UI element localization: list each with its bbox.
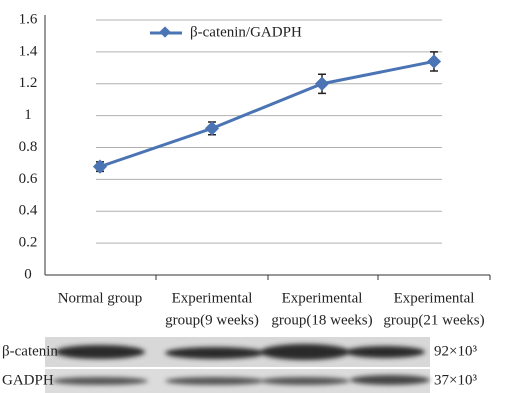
x-tick-label: group(21 weeks) bbox=[383, 312, 484, 328]
y-tick-label: 0.8 bbox=[19, 139, 38, 155]
y-tick-label: 1.4 bbox=[19, 43, 38, 59]
blot-label: GADPH bbox=[2, 372, 54, 388]
x-tick-label: Normal group bbox=[58, 290, 143, 306]
point bbox=[315, 77, 329, 91]
line bbox=[100, 61, 434, 166]
x-tick-label: Experimental bbox=[394, 290, 475, 306]
x-tick-label: group(18 weeks) bbox=[271, 312, 372, 328]
chart: β-catenin GADPH 92×10³ 37×10³ 0 0.2 0.4 0.6… bbox=[0, 0, 509, 393]
blot-size: 92×10³ bbox=[434, 343, 477, 359]
legend-label: β-catenin/GADPH bbox=[190, 24, 302, 40]
y-tick-label: 1.6 bbox=[19, 11, 38, 27]
point bbox=[93, 160, 107, 174]
blot-image bbox=[45, 337, 430, 393]
blot-label: β-catenin bbox=[2, 343, 58, 359]
point bbox=[427, 54, 441, 68]
x-tick-label: Experimental bbox=[172, 290, 253, 306]
x-tick-label: Experimental bbox=[282, 290, 363, 306]
y-tick-label: 0.4 bbox=[19, 203, 38, 219]
x-tick-label: group(9 weeks) bbox=[165, 312, 259, 328]
y-tick-label: 0 bbox=[24, 266, 32, 282]
blot-size: 37×10³ bbox=[434, 372, 477, 388]
point bbox=[205, 121, 219, 135]
y-tick-label: 0.2 bbox=[19, 235, 38, 251]
y-tick-label: 0.6 bbox=[19, 171, 38, 187]
y-tick-label: 1 bbox=[24, 107, 32, 123]
y-tick-label: 1.2 bbox=[19, 75, 38, 91]
